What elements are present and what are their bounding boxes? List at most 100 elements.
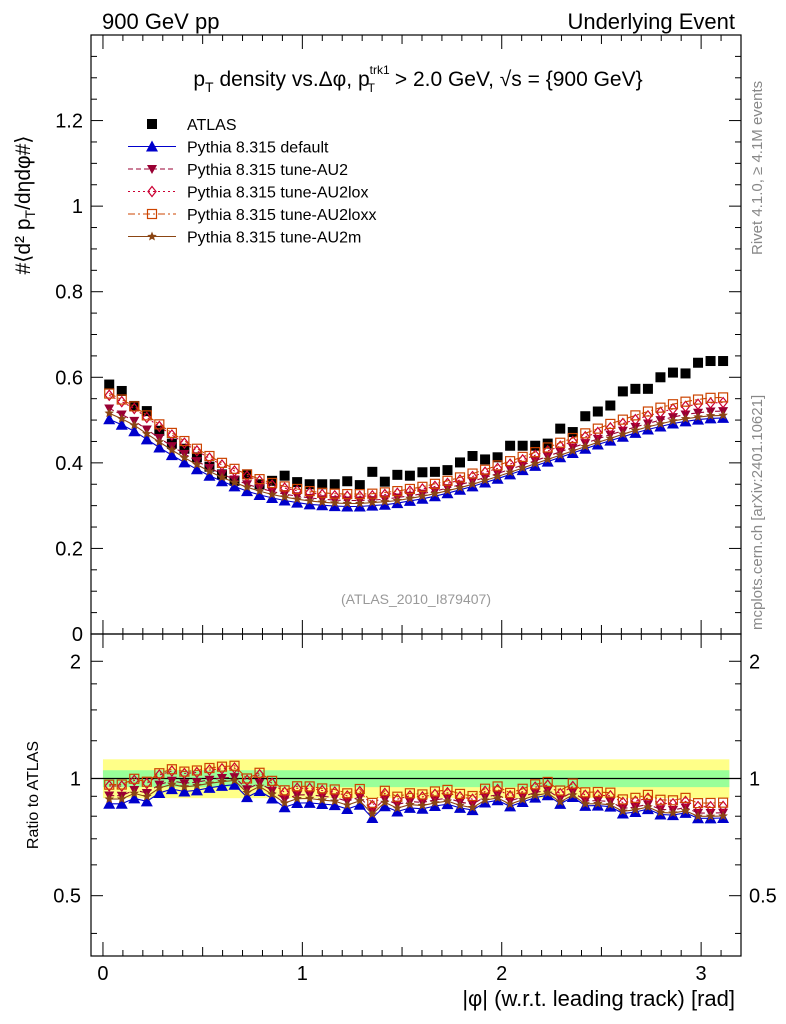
series-4-ratio-point [717,797,729,808]
series-5-ratio-point [380,797,390,807]
series-4-ratio-point [129,773,140,784]
series-5-point [217,472,227,482]
series-5-ratio-point [192,780,202,790]
series-4-point [580,428,591,439]
series-4-point [279,481,290,492]
series-1-ratio-point [115,797,128,809]
series-3-line [108,394,724,497]
series-4-point [717,392,729,403]
series-4-point [517,451,528,462]
series-4-ratio-point [592,786,603,798]
x-tick-label: 1 [297,963,308,985]
series-4-ratio-point [304,781,315,792]
series-4-point [605,418,616,430]
series-4-legend-label: Pythia 8.315 tune-AU2loxx [187,207,376,224]
series-0-point [655,372,666,383]
series-1-ratio-point [103,797,116,809]
series-5-point [417,491,428,501]
series-5-ratio-point [330,796,340,806]
series-1-ratio-point [378,800,391,812]
series-4-point [116,394,127,405]
series-0-point [104,379,115,390]
series-0-point [304,479,315,490]
series-1-ratio-point [428,800,441,812]
series-1-point [115,418,128,430]
series-1-point [316,499,329,511]
series-5-point [229,477,240,487]
series-1-point [215,475,228,487]
series-2-line [108,408,724,502]
series-5-point [555,450,565,460]
series-5-ratio-point [279,798,290,808]
series-3-ratio-point [116,780,127,793]
series-4-ratio-point [479,783,491,794]
series-1-legend-label: Pythia 8.315 default [187,140,329,157]
series-1-ratio-point [278,801,291,813]
series-5-point [580,441,590,451]
x-tick-label: 3 [696,963,707,985]
series-4-point [141,410,152,421]
series-0-point [467,451,478,462]
series-0-point [429,466,440,477]
series-1-ratio-point [391,805,404,817]
series-0-point [605,400,616,411]
series-3-point [668,402,678,415]
series-3-point [254,474,265,487]
series-4-ratio-point [467,790,478,802]
series-5-point [355,498,365,508]
series-5-ratio-point [342,800,352,810]
series-4-ratio-point [329,784,340,795]
series-5-ratio-point [605,799,616,809]
series-5-point [104,408,114,418]
series-4-point [617,414,628,425]
series-4-point [329,488,340,499]
series-0-point [555,423,566,434]
ratio-y-tick-label-right: 2 [749,651,760,673]
series-4-ratio-point [417,789,428,800]
series-4-point [392,485,403,497]
series-5-point [405,493,415,503]
series-4-legend-marker [146,208,158,220]
series-5-ratio-point [505,799,515,809]
series-4-ratio-point [166,764,177,775]
series-3-point [217,459,227,471]
series-1-ratio-point [241,791,254,803]
series-4-point [705,392,716,403]
series-4-ratio-point [229,760,240,771]
series-1-point [178,456,191,468]
series-4-ratio-point [179,766,190,777]
series-5-point [530,458,540,468]
series-3-point [618,417,628,430]
series-4-point [254,474,265,485]
ratio-panel: 0.5 0.5 1 1 2 2 0 1 2 3 [53,633,777,985]
ratio-y-tick-label-right: 1 [749,768,760,790]
ratio-ylabel: Ratio to ATLAS [25,741,42,849]
series-5-point [154,436,165,446]
series-5-ratio-point [104,794,114,804]
series-4-point [592,423,603,434]
series-1-ratio-point [178,785,191,797]
series-5-point [317,497,327,507]
analysis-annotation: (ATLAS_2010_I879407) [341,591,491,607]
series-4-ratio-point [429,786,441,797]
series-4-ratio-point [354,783,365,795]
series-5-ratio-point [229,775,240,785]
series-5-ratio-point [630,804,641,814]
series-5-point [129,420,139,430]
main-ylabel: #⟨d² pT/dηdφ#⟩ [12,136,38,275]
series-5-point [605,433,616,443]
series-5-legend-marker [147,231,157,241]
series-1-ratio-point [341,803,354,815]
series-5-ratio-point [367,809,378,819]
series-5-point [242,482,252,492]
series-3-ratio-point [229,761,240,774]
series-4-point [179,435,190,447]
series-4-ratio-point [617,794,628,805]
series-1-point [341,500,354,512]
series-4-point [505,456,516,467]
series-4-ratio-point [580,787,591,798]
series-5-ratio-point [392,803,403,813]
series-4-ratio-point [705,797,716,809]
series-1-ratio-point [128,792,141,804]
series-5-legend-label: Pythia 8.315 tune-AU2m [187,230,361,247]
